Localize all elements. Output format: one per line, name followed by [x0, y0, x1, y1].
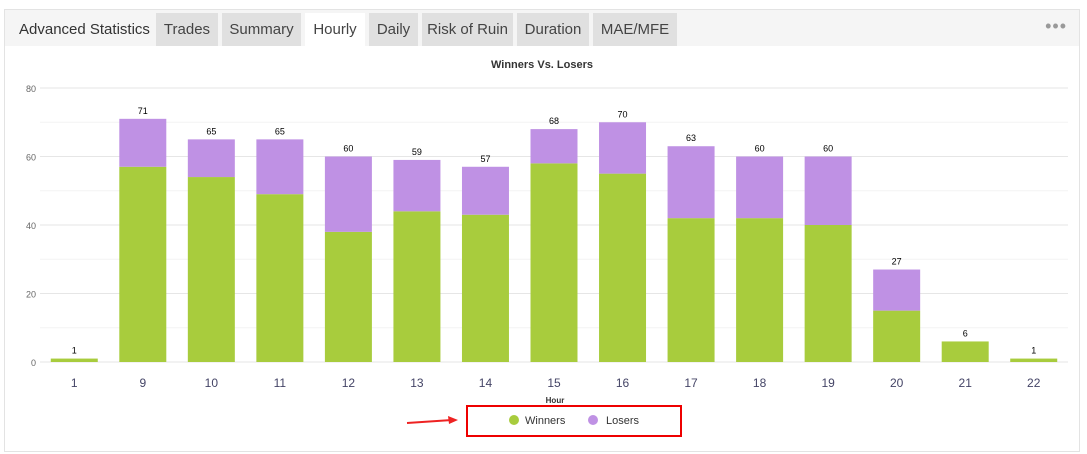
winners-legend-marker [509, 415, 519, 425]
x-tick-label: 18 [753, 376, 767, 390]
tab-bar: Advanced Statistics Trades Summary Hourl… [5, 10, 1079, 46]
bar-winners-13[interactable] [393, 211, 441, 362]
x-tick-label: 20 [890, 376, 904, 390]
bar-losers-19[interactable] [804, 156, 852, 226]
y-tick-label: 0 [31, 358, 36, 368]
bar-losers-10[interactable] [187, 139, 235, 178]
bar-winners-16[interactable] [599, 173, 647, 362]
y-tick-label: 40 [26, 221, 36, 231]
bar-winners-15[interactable] [530, 163, 578, 362]
bar-winners-1[interactable] [50, 358, 98, 362]
tab-summary[interactable]: Summary [222, 13, 301, 46]
total-data-label: 60 [755, 144, 765, 154]
tab-hourly[interactable]: Hourly [305, 13, 365, 46]
bar-winners-22[interactable] [1010, 358, 1058, 362]
bar-winners-10[interactable] [187, 177, 235, 362]
legend-highlight-box [466, 405, 682, 437]
bar-losers-14[interactable] [461, 166, 509, 215]
x-tick-label: 22 [1027, 376, 1041, 390]
bar-winners-18[interactable] [736, 218, 784, 362]
total-data-label: 60 [343, 144, 353, 154]
losers-legend-marker [588, 415, 598, 425]
bar-losers-13[interactable] [393, 159, 441, 212]
total-data-label: 59 [412, 147, 422, 157]
chart-title: Winners Vs. Losers [491, 59, 593, 71]
x-tick-label: 11 [274, 376, 287, 390]
x-tick-label: 21 [959, 376, 973, 390]
bar-losers-16[interactable] [599, 122, 647, 174]
bar-losers-18[interactable] [736, 156, 784, 219]
tab-risk-of-ruin[interactable]: Risk of Ruin [422, 13, 513, 46]
x-tick-label: 14 [479, 376, 493, 390]
x-tick-label: 10 [205, 376, 219, 390]
legend-item-losers[interactable]: Losers [588, 415, 640, 427]
legend-label: Winners [525, 415, 566, 427]
bar-winners-14[interactable] [461, 214, 509, 362]
bar-winners-11[interactable] [256, 194, 304, 362]
bar-winners-12[interactable] [324, 231, 372, 362]
total-data-label: 68 [549, 116, 559, 126]
tab-daily[interactable]: Daily [369, 13, 418, 46]
ellipsis-icon[interactable]: ••• [1045, 16, 1067, 36]
tab-duration[interactable]: Duration [517, 13, 589, 46]
total-data-label: 63 [686, 133, 696, 143]
x-tick-label: 13 [410, 376, 424, 390]
total-data-label: 27 [892, 257, 902, 267]
total-data-label: 70 [618, 109, 628, 119]
total-data-label: 57 [480, 154, 490, 164]
x-tick-label: 19 [821, 376, 835, 390]
y-tick-label: 80 [26, 84, 36, 94]
x-tick-label: 9 [139, 376, 146, 390]
x-tick-label: 1 [71, 376, 78, 390]
total-data-label: 1 [1031, 346, 1036, 356]
total-data-label: 71 [138, 106, 148, 116]
x-tick-label: 15 [547, 376, 561, 390]
arrow-head-icon [448, 416, 458, 424]
tab-trades[interactable]: Trades [156, 13, 218, 46]
bar-losers-17[interactable] [667, 146, 715, 219]
x-tick-label: 12 [342, 376, 356, 390]
advanced-statistics-panel: Advanced Statistics Trades Summary Hourl… [4, 9, 1080, 452]
legend-label: Losers [606, 415, 640, 427]
bar-winners-9[interactable] [119, 166, 167, 362]
total-data-label: 65 [206, 126, 216, 136]
x-tick-label: 16 [616, 376, 630, 390]
bar-losers-9[interactable] [119, 118, 167, 167]
bar-losers-12[interactable] [324, 156, 372, 232]
x-axis-label: Hour [546, 396, 565, 405]
tab-mae-mfe[interactable]: MAE/MFE [593, 13, 677, 46]
total-data-label: 60 [823, 144, 833, 154]
bar-winners-17[interactable] [667, 218, 715, 362]
legend-item-winners[interactable]: Winners [509, 415, 566, 427]
y-tick-label: 60 [26, 153, 36, 163]
arrow-icon [406, 419, 453, 424]
total-data-label: 6 [963, 328, 968, 338]
bar-winners-19[interactable] [804, 225, 852, 362]
bar-winners-20[interactable] [873, 310, 921, 362]
bar-losers-20[interactable] [873, 269, 921, 311]
panel-title: Advanced Statistics [19, 21, 150, 38]
bar-losers-15[interactable] [530, 129, 578, 164]
y-tick-label: 20 [26, 290, 36, 300]
bar-winners-21[interactable] [941, 341, 989, 362]
x-tick-label: 17 [684, 376, 698, 390]
total-data-label: 65 [275, 126, 285, 136]
total-data-label: 1 [72, 346, 77, 356]
bar-losers-11[interactable] [256, 139, 304, 195]
